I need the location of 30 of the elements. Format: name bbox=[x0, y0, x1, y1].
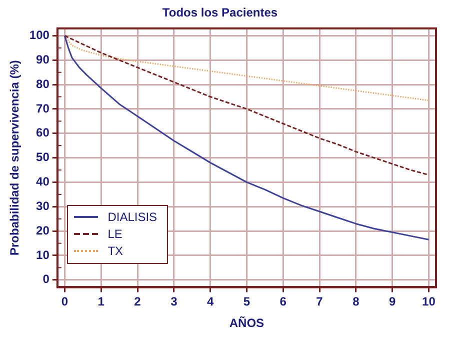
x-tick-label: 8 bbox=[352, 294, 360, 309]
y-tick-label: 10 bbox=[36, 248, 50, 262]
x-axis-title: AÑOS bbox=[229, 316, 264, 330]
x-tick-label: 3 bbox=[170, 294, 178, 309]
legend-label: TX bbox=[108, 244, 124, 258]
x-tick-label: 1 bbox=[98, 294, 105, 309]
y-axis-title: Probabilidad de supervivencia (%) bbox=[8, 60, 22, 256]
x-tick-label: 6 bbox=[280, 294, 287, 309]
y-tick-label: 70 bbox=[36, 101, 50, 116]
x-tick-label: 5 bbox=[243, 294, 250, 309]
y-tick-label: 100 bbox=[29, 28, 50, 42]
y-tick-label: 90 bbox=[36, 52, 50, 66]
x-tick-label: 0 bbox=[61, 294, 68, 309]
x-tick-label: 2 bbox=[134, 294, 142, 309]
y-tick-label: 40 bbox=[36, 174, 50, 189]
line-series bbox=[64, 34, 430, 176]
legend-label: DIALISIS bbox=[108, 210, 158, 224]
y-tick-label: 80 bbox=[36, 76, 50, 91]
line-series bbox=[64, 34, 430, 102]
x-tick-label: 9 bbox=[388, 294, 396, 309]
y-tick-label: 30 bbox=[36, 198, 50, 213]
x-tick-label: 4 bbox=[206, 294, 214, 309]
x-tick-label: 7 bbox=[316, 294, 324, 309]
y-tick-label: 60 bbox=[36, 126, 50, 140]
x-tick-label: 10 bbox=[422, 294, 436, 309]
y-tick-label: 50 bbox=[36, 150, 50, 164]
y-tick-label: 0 bbox=[42, 272, 50, 286]
y-tick-label: 20 bbox=[36, 223, 50, 238]
chart-title: Todos los Pacientes bbox=[162, 6, 278, 20]
legend-label: LE bbox=[108, 227, 122, 242]
